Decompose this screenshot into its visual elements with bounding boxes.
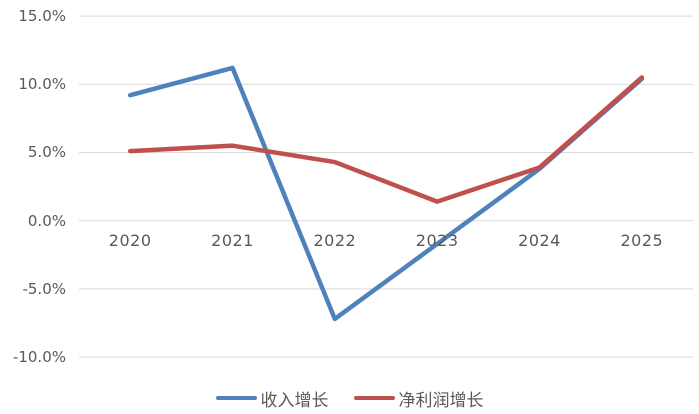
y-tick-label: 5.0% <box>27 143 66 162</box>
legend-item-net-profit-growth: 净利润增长 <box>353 386 484 411</box>
x-tick-label: 2024 <box>518 231 561 250</box>
legend-item-revenue-growth: 收入增长 <box>215 386 329 411</box>
y-tick-label: -10.0% <box>12 348 66 367</box>
y-tick-label: 15.0% <box>18 7 66 26</box>
y-tick-label: -5.0% <box>22 279 66 298</box>
legend-swatch-revenue-growth <box>215 395 257 401</box>
legend-label-revenue-growth: 收入增长 <box>260 390 329 411</box>
y-tick-label: 10.0% <box>18 75 66 94</box>
series-line <box>127 65 645 322</box>
x-tick-label: 2020 <box>108 231 152 250</box>
legend-swatch-net-profit-growth <box>353 395 395 401</box>
x-tick-label: 2025 <box>620 231 664 250</box>
legend: 收入增长 净利润增长 <box>0 385 699 411</box>
y-tick-label: 0.0% <box>27 211 66 230</box>
legend-label-net-profit-growth: 净利润增长 <box>398 390 484 411</box>
x-tick-label: 2023 <box>415 231 459 250</box>
x-tick-label: 2022 <box>313 231 357 250</box>
series-line <box>127 75 645 204</box>
x-tick-label: 2021 <box>211 231 254 250</box>
